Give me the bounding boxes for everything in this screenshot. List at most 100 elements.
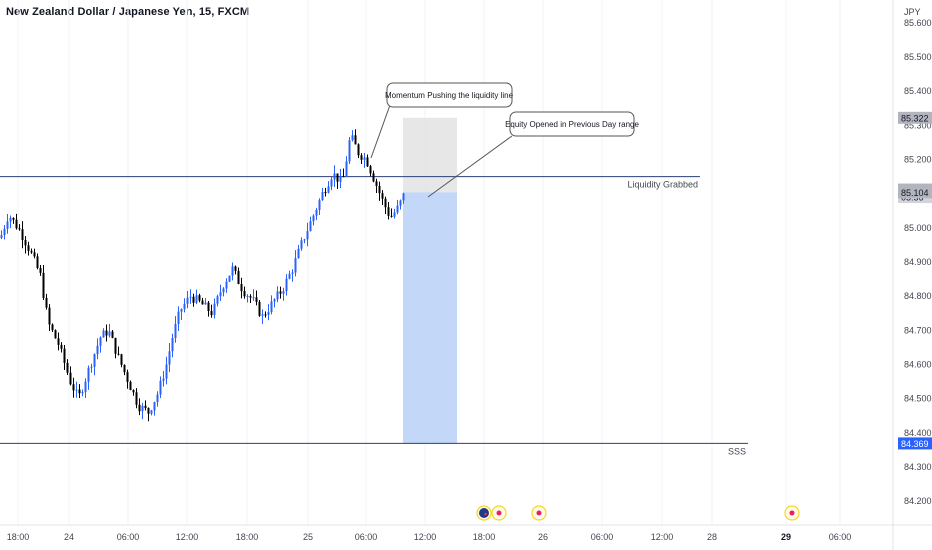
candle[interactable]: [330, 176, 333, 191]
candle[interactable]: [99, 336, 102, 353]
candlesticks[interactable]: [0, 129, 405, 422]
candle[interactable]: [114, 337, 117, 359]
candle[interactable]: [123, 364, 126, 376]
candle[interactable]: [126, 369, 129, 389]
candle[interactable]: [189, 289, 192, 304]
candle[interactable]: [66, 359, 69, 375]
candle[interactable]: [318, 198, 321, 215]
candle[interactable]: [267, 304, 270, 321]
candle[interactable]: [9, 215, 12, 229]
candle[interactable]: [132, 389, 135, 396]
candle[interactable]: [6, 213, 9, 234]
candle[interactable]: [72, 377, 75, 398]
candle[interactable]: [378, 181, 381, 201]
candle[interactable]: [78, 384, 81, 399]
candle[interactable]: [348, 137, 351, 165]
candle[interactable]: [216, 294, 219, 307]
candle[interactable]: [54, 329, 57, 339]
candle[interactable]: [240, 277, 243, 299]
candle[interactable]: [294, 250, 297, 277]
candle[interactable]: [42, 264, 45, 300]
candle[interactable]: [162, 370, 165, 387]
candle[interactable]: [30, 248, 33, 254]
candle[interactable]: [165, 356, 168, 385]
candle[interactable]: [27, 241, 30, 256]
candle[interactable]: [75, 381, 78, 398]
candle[interactable]: [15, 213, 18, 230]
candle[interactable]: [84, 378, 87, 399]
candle[interactable]: [105, 324, 108, 342]
candle[interactable]: [312, 214, 315, 226]
flag-event-icon[interactable]: [476, 505, 492, 521]
candle[interactable]: [231, 262, 234, 281]
candle[interactable]: [120, 353, 123, 368]
candle[interactable]: [51, 323, 54, 333]
candle[interactable]: [282, 287, 285, 301]
candle[interactable]: [138, 398, 141, 416]
candle[interactable]: [243, 286, 246, 299]
candle[interactable]: [339, 169, 342, 189]
candle[interactable]: [249, 294, 252, 303]
candle[interactable]: [3, 224, 6, 240]
candle[interactable]: [102, 328, 105, 338]
candle[interactable]: [303, 238, 306, 244]
candle[interactable]: [387, 202, 390, 220]
momentum-callout[interactable]: Momentum Pushing the liquidity line: [370, 82, 514, 159]
candle[interactable]: [402, 192, 405, 204]
candle[interactable]: [183, 298, 186, 313]
candle[interactable]: [306, 222, 309, 247]
candle[interactable]: [360, 153, 363, 165]
candle[interactable]: [171, 333, 174, 358]
candle[interactable]: [93, 353, 96, 376]
candle[interactable]: [372, 170, 375, 183]
candle[interactable]: [384, 196, 387, 214]
candle[interactable]: [336, 173, 339, 189]
candle[interactable]: [213, 298, 216, 319]
candle[interactable]: [309, 216, 312, 232]
candle[interactable]: [324, 187, 327, 197]
candle[interactable]: [0, 230, 3, 240]
candle[interactable]: [90, 363, 93, 373]
take-profit-zone[interactable]: [403, 192, 457, 444]
candle[interactable]: [87, 365, 90, 390]
candle[interactable]: [291, 269, 294, 282]
candle[interactable]: [225, 278, 228, 293]
candle[interactable]: [174, 316, 177, 343]
candle[interactable]: [39, 265, 42, 276]
candle[interactable]: [210, 304, 213, 318]
stop-loss-zone[interactable]: [403, 117, 457, 193]
candle[interactable]: [285, 274, 288, 296]
candle[interactable]: [234, 265, 237, 275]
candle[interactable]: [273, 298, 276, 308]
candle[interactable]: [177, 306, 180, 332]
candle[interactable]: [375, 178, 378, 193]
candle[interactable]: [69, 366, 72, 386]
candle[interactable]: [48, 304, 51, 331]
candle[interactable]: [381, 190, 384, 206]
candle[interactable]: [270, 295, 273, 315]
candle[interactable]: [150, 409, 153, 416]
candle[interactable]: [207, 300, 210, 317]
candle[interactable]: [219, 284, 222, 302]
candle[interactable]: [261, 309, 264, 325]
candle[interactable]: [246, 294, 249, 303]
candle[interactable]: [228, 275, 231, 283]
candle[interactable]: [60, 342, 63, 353]
candle[interactable]: [351, 130, 354, 142]
candle[interactable]: [357, 143, 360, 159]
candle[interactable]: [33, 248, 36, 259]
candle[interactable]: [393, 208, 396, 219]
news-event-icon[interactable]: [491, 505, 507, 521]
candle[interactable]: [327, 181, 330, 194]
candle[interactable]: [354, 129, 357, 145]
candle[interactable]: [156, 391, 159, 407]
candle[interactable]: [21, 221, 24, 249]
candle[interactable]: [222, 287, 225, 297]
candle[interactable]: [117, 346, 120, 356]
candle[interactable]: [369, 165, 372, 177]
candle[interactable]: [141, 402, 144, 420]
candle[interactable]: [159, 376, 162, 399]
